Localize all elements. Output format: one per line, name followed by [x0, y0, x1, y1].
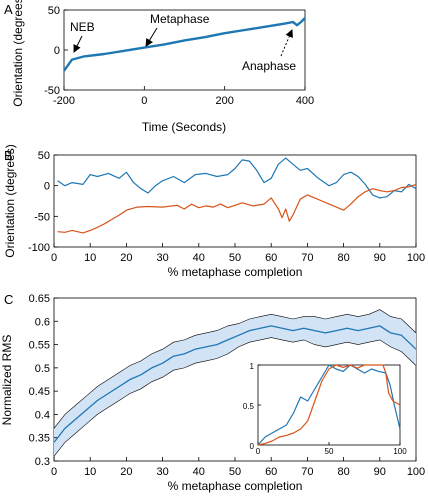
panel-b-xtick-label: 30	[156, 252, 168, 264]
panel-a-xtick-label: -200	[53, 95, 75, 107]
panel-c-xtick-label: 40	[193, 466, 205, 478]
panel-a-xlabel: Time (Seconds)	[142, 120, 226, 134]
panel-b-xtick-label: 0	[51, 252, 57, 264]
panel-a-ytick-label: 0	[54, 45, 60, 57]
panel-a-xtick-label: 200	[215, 95, 233, 107]
panel-b-xtick-label: 90	[374, 252, 386, 264]
panel-b-xlabel: % metaphase completion	[168, 265, 303, 279]
panel-c-xtick-label: 30	[156, 466, 168, 478]
panel-b-xtick-label: 60	[265, 252, 277, 264]
annotation-metaphase: Metaphase	[150, 12, 210, 26]
panel-c-inset: 0 50 100 0 0.5 1	[243, 362, 407, 456]
panel-c-chart: 0 10 20 30 40 50 60 70 80 90 1000.30.350.40.450.50…	[0, 293, 425, 493]
panel-c-xlabel: % metaphase completion	[168, 479, 303, 493]
panel-b-xtick-label: 70	[301, 252, 313, 264]
panel-c-xtick-label: 0	[51, 466, 57, 478]
panel-b-xtick-label: 10	[84, 252, 96, 264]
panel-c-xtick-label: 70	[301, 466, 313, 478]
inset-ytick-label: 0	[250, 442, 255, 451]
panel-c-xtick-label: 20	[120, 466, 132, 478]
panel-b-ytick-label: -50	[34, 211, 50, 223]
panel-c-ytick-label: 0.45	[29, 386, 50, 398]
annotation-anaphase: Anaphase	[242, 59, 296, 73]
inset-xtick-label: 100	[393, 447, 407, 456]
panel-a-chart: -200 0 200 400 -50 0 50 Time (Seconds) Orienta…	[11, 0, 314, 134]
panel-c-xtick-label: 10	[84, 466, 96, 478]
panel-a-series-line-1	[63, 17, 306, 72]
panel-b-xtick-label: 80	[337, 252, 349, 264]
panel-c-band-upper-edge	[53, 309, 417, 429]
inset-ytick-label: 1	[250, 362, 255, 371]
panel-b-series-line-2	[57, 183, 417, 234]
panel-c-ytick-label: 0.65	[29, 293, 50, 305]
annotation-metaphase-arrow	[145, 27, 158, 47]
panel-c-xtick-label: 90	[374, 466, 386, 478]
panel-c-ytick-label: 0.5	[35, 363, 50, 375]
panel-a-ytick-label: -50	[44, 85, 60, 97]
panel-a-xtick-label: 400	[296, 95, 314, 107]
inset-xtick-label: 0	[256, 447, 261, 456]
panel-c-xtick-label: 50	[229, 466, 241, 478]
annotation-neb: NEB	[70, 20, 95, 34]
panel-b-ytick-label: 0	[44, 181, 50, 193]
panel-b-ylabel: Orientation (degrees)	[3, 144, 17, 257]
panel-c-ytick-label: 0.35	[29, 433, 50, 445]
inset-ytick-label: 0.5	[243, 402, 255, 411]
panel-c-series-line-1	[53, 325, 417, 443]
panel-b-xtick-label: 40	[193, 252, 205, 264]
panel-c-error-band	[54, 309, 416, 457]
panel-b-chart: 0 10 20 30 40 50 60 70 80 90 100 -100 -50 0 50 % metap…	[3, 144, 425, 279]
annotation-neb-arrow	[73, 35, 83, 53]
panel-c-xtick-label: 80	[337, 466, 349, 478]
panel-a-ylabel: Orientation (degrees)	[11, 0, 25, 107]
panel-b-xtick-label: 50	[229, 252, 241, 264]
panel-b-ytick-label: 50	[38, 150, 50, 162]
inset-frame	[257, 364, 401, 446]
panel-b-xtick-label: 100	[407, 252, 425, 264]
panel-c-band-lower-edge	[53, 337, 417, 457]
panel-b-series-line-1	[57, 157, 417, 199]
panel-a-xtick-label: 0	[141, 95, 147, 107]
panel-letter-b: B	[4, 148, 13, 163]
panel-c-ytick-label: 0.4	[35, 409, 50, 421]
annotation-anaphase-arrow	[280, 29, 293, 57]
panel-c-ytick-label: 0.6	[35, 316, 50, 328]
panel-c-xtick-label: 100	[407, 466, 425, 478]
panel-b-ytick-label: -100	[28, 242, 50, 254]
panel-letter-a: A	[4, 2, 13, 17]
panel-c-ytick-label: 0.3	[35, 456, 50, 468]
inset-xtick-label: 50	[325, 447, 334, 456]
panel-c-ytick-label: 0.55	[29, 340, 50, 352]
inset-series-line-2	[257, 364, 401, 446]
panel-letter-c: C	[4, 292, 13, 307]
panel-b-xtick-label: 20	[120, 252, 132, 264]
panel-c-xtick-label: 60	[265, 466, 277, 478]
panel-a-ytick-label: 50	[48, 5, 60, 17]
panel-c-ylabel: Normalized RMS	[0, 335, 14, 426]
